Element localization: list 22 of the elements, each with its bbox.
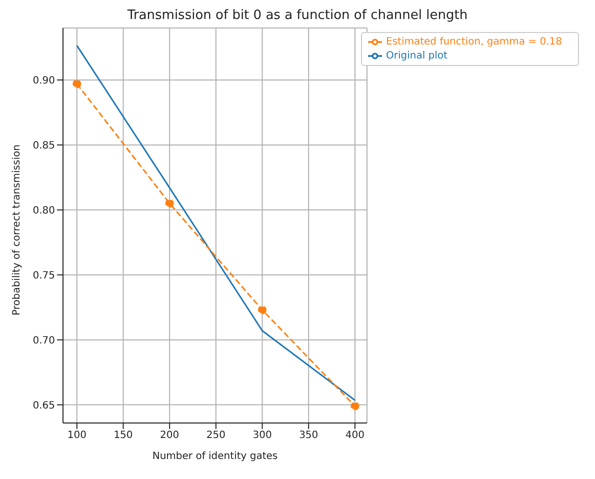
x-tick-label: 200 — [160, 430, 180, 442]
x-tick-label: 300 — [252, 430, 272, 442]
legend-label: Original plot — [386, 50, 448, 62]
y-tick-label: 0.85 — [32, 140, 55, 152]
point — [258, 306, 267, 314]
y-tick-label: 0.75 — [32, 270, 55, 282]
point — [165, 199, 174, 208]
y-axis-title: Probability of correct transmission — [12, 144, 23, 316]
x-axis-title: Number of identity gates — [152, 451, 278, 462]
x-tick-label: 350 — [299, 430, 318, 442]
x-tick-label: 150 — [114, 430, 133, 442]
point — [72, 80, 82, 88]
chart-title: Transmission of bit 0 as a function of channel length — [126, 8, 469, 25]
x-tick-label: 250 — [206, 430, 226, 442]
point — [350, 402, 360, 410]
y-tick-label: 0.90 — [32, 76, 55, 87]
y-tick-label: 0.80 — [32, 205, 55, 216]
y-tick-label: 0.65 — [32, 400, 55, 412]
x-tick-label: 400 — [345, 430, 364, 442]
y-tick-label: 0.70 — [32, 335, 55, 346]
legend-label: Estimated function, gamma = 0.18 — [386, 36, 562, 48]
x-tick-label: 100 — [67, 430, 86, 442]
